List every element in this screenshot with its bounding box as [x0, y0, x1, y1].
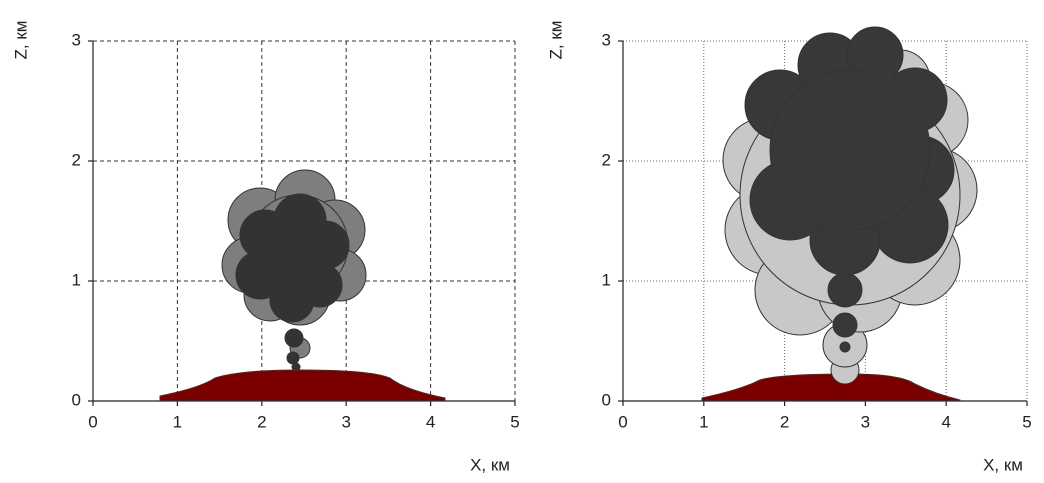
y-tick-label: 2	[72, 150, 81, 169]
x-tick-label: 4	[941, 412, 950, 431]
y-tick-label: 1	[72, 270, 81, 289]
left-plot-axes: 0 1 2 3 4 5 0 1 2 3 X, км Z, км	[11, 21, 519, 475]
x-tick-label: 0	[88, 412, 97, 431]
y-axis-label: Z, км	[546, 21, 565, 60]
x-axis-label: X, км	[470, 455, 510, 474]
y-tick-label: 3	[72, 30, 81, 49]
x-tick-label: 5	[510, 412, 519, 431]
x-tick-label: 3	[341, 412, 350, 431]
x-tick-label: 1	[699, 412, 708, 431]
x-tick-label: 3	[861, 412, 870, 431]
y-tick-label: 1	[602, 270, 611, 289]
y-tick-label: 3	[602, 30, 611, 49]
x-tick-label: 1	[173, 412, 182, 431]
x-tick-label: 5	[1022, 412, 1031, 431]
left-cloud	[159, 169, 446, 402]
y-axis-label: Z, км	[11, 21, 30, 60]
x-axis-label: X, км	[983, 455, 1023, 474]
x-tick-label: 2	[780, 412, 789, 431]
y-tick-label: 0	[72, 390, 81, 409]
x-tick-label: 0	[618, 412, 627, 431]
right-cloud	[701, 26, 978, 402]
y-tick-label: 2	[602, 150, 611, 169]
x-tick-label: 4	[426, 412, 435, 431]
y-tick-label: 0	[602, 390, 611, 409]
x-tick-label: 2	[257, 412, 266, 431]
